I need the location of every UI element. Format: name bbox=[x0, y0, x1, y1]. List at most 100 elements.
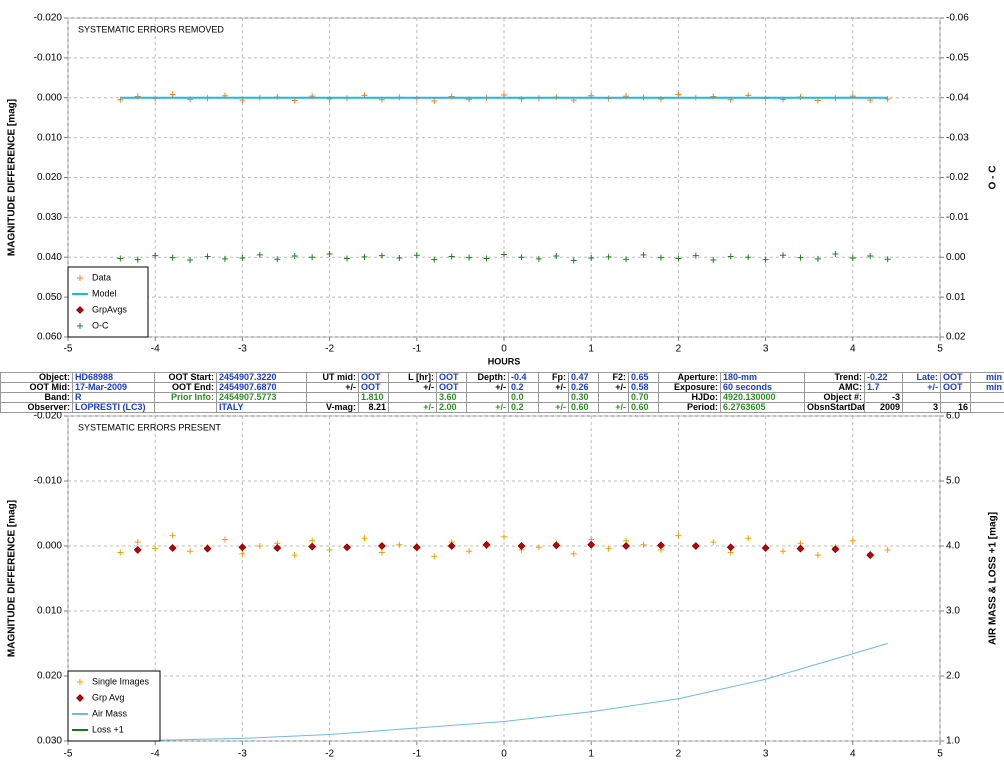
data-point bbox=[187, 548, 194, 555]
x-tick-label: 0 bbox=[501, 344, 507, 355]
data-point bbox=[675, 255, 682, 262]
table-cell: Prior Info: bbox=[154, 392, 217, 403]
chart-bottom: -5 -4 -3 -2 -1 0 1 2 3 4 5 -0.020 -0.010 0.000 0.010 0.… bbox=[7, 412, 999, 760]
y2-tick-label: 3.0 bbox=[946, 606, 960, 617]
data-point bbox=[447, 542, 456, 550]
table-cell: Observer: bbox=[0, 402, 73, 413]
table-cell: OOT bbox=[436, 382, 467, 393]
data-point bbox=[361, 535, 368, 542]
x-tick-label: 5 bbox=[937, 749, 943, 760]
legend-label: Air Mass bbox=[92, 708, 128, 718]
table-cell: Depth: bbox=[466, 372, 509, 383]
x-tick-label: 2 bbox=[676, 344, 682, 355]
y2-tick-label: -0.04 bbox=[946, 92, 969, 103]
table-row: Observer: LOPRESTI (LC3) ITALY V-mag: 8.21 +/… bbox=[0, 402, 1004, 413]
table-cell: 2009 bbox=[864, 402, 903, 413]
table-cell: R bbox=[72, 392, 155, 403]
x-tick-label: -5 bbox=[64, 749, 73, 760]
data-point bbox=[501, 251, 507, 258]
data-point bbox=[343, 543, 351, 552]
data-point bbox=[238, 543, 247, 552]
data-point bbox=[745, 535, 752, 542]
x-tick-label: -5 bbox=[64, 344, 73, 355]
data-point bbox=[377, 542, 386, 550]
data-point bbox=[256, 251, 263, 258]
data-point bbox=[169, 91, 176, 98]
table-cell: V-mag: bbox=[306, 402, 359, 413]
table-cell: Trend: bbox=[804, 372, 865, 383]
table-cell bbox=[306, 392, 359, 403]
data-point bbox=[780, 252, 787, 259]
table-cell: 1.7 bbox=[864, 382, 903, 393]
data-point bbox=[448, 253, 455, 260]
y-tick-label: 0.030 bbox=[37, 212, 62, 223]
y2-tick-label: 0.00 bbox=[946, 252, 966, 263]
legend-label: Data bbox=[92, 272, 111, 282]
table-cell: OOT bbox=[436, 372, 467, 383]
x-tick-label: -4 bbox=[151, 749, 160, 760]
data-point bbox=[710, 539, 717, 546]
table-cell: 60 seconds bbox=[720, 382, 805, 393]
data-point bbox=[291, 253, 298, 260]
table-cell: +/- bbox=[538, 382, 569, 393]
table-cell: ObsnStartDate: bbox=[804, 402, 865, 413]
y2-tick-label: 5.0 bbox=[946, 476, 960, 487]
table-cell: +/- bbox=[466, 382, 509, 393]
data-point bbox=[797, 254, 804, 261]
x-tick-label: -4 bbox=[151, 344, 160, 355]
x-tick-label: 3 bbox=[763, 749, 769, 760]
data-point bbox=[640, 251, 647, 258]
table-cell: F2: bbox=[598, 372, 629, 383]
data-point bbox=[553, 253, 560, 260]
data-point bbox=[796, 544, 805, 553]
data-point bbox=[657, 541, 665, 550]
data-point bbox=[762, 256, 769, 263]
data-point bbox=[308, 542, 317, 551]
x-tick-label: -3 bbox=[238, 344, 247, 355]
data-point bbox=[431, 553, 438, 560]
table-cell: 1.810 bbox=[358, 392, 389, 403]
table-cell: Band: bbox=[0, 392, 73, 403]
table-cell: 0.2 bbox=[508, 402, 539, 413]
data-point bbox=[710, 257, 717, 264]
table-cell: OOT bbox=[358, 372, 389, 383]
data-point bbox=[326, 546, 333, 553]
data-point bbox=[169, 254, 176, 261]
table-cell: 3 bbox=[902, 402, 941, 413]
data-point bbox=[326, 251, 333, 258]
data-point bbox=[831, 545, 840, 554]
x-tick-label: 4 bbox=[850, 749, 856, 760]
data-point bbox=[517, 542, 526, 550]
table-cell: Period: bbox=[658, 402, 721, 413]
data-point bbox=[187, 257, 194, 264]
data-point bbox=[622, 542, 631, 550]
series-line bbox=[120, 643, 888, 742]
y2-tick-label: 2.0 bbox=[946, 671, 960, 682]
table-cell: AMC: bbox=[804, 382, 865, 393]
legend-swatch bbox=[76, 306, 84, 314]
data-point bbox=[413, 252, 420, 259]
data-point bbox=[291, 552, 298, 559]
data-point bbox=[849, 537, 856, 544]
data-point bbox=[239, 255, 246, 262]
data-point bbox=[866, 551, 875, 560]
data-point bbox=[814, 255, 821, 262]
table-cell: +/- bbox=[306, 382, 359, 393]
data-point bbox=[152, 252, 159, 259]
data-point bbox=[344, 255, 351, 262]
data-point bbox=[501, 533, 507, 540]
legend-label: Model bbox=[92, 288, 117, 298]
y-tick-label: -0.010 bbox=[34, 476, 63, 487]
x-tick-label: -2 bbox=[325, 749, 334, 760]
y2-tick-label: 6.0 bbox=[946, 412, 960, 422]
data-point bbox=[605, 545, 612, 552]
y2-tick-label: 0.02 bbox=[946, 332, 966, 343]
data-point bbox=[117, 255, 124, 262]
table-cell: OOT End: bbox=[154, 382, 217, 393]
table-cell: OOT bbox=[940, 372, 971, 383]
x-tick-label: -1 bbox=[412, 749, 421, 760]
table-cell: +/- bbox=[902, 382, 941, 393]
table-cell: 4920.130000 bbox=[720, 392, 805, 403]
data-point bbox=[570, 257, 577, 264]
x-tick-label: 1 bbox=[588, 749, 594, 760]
